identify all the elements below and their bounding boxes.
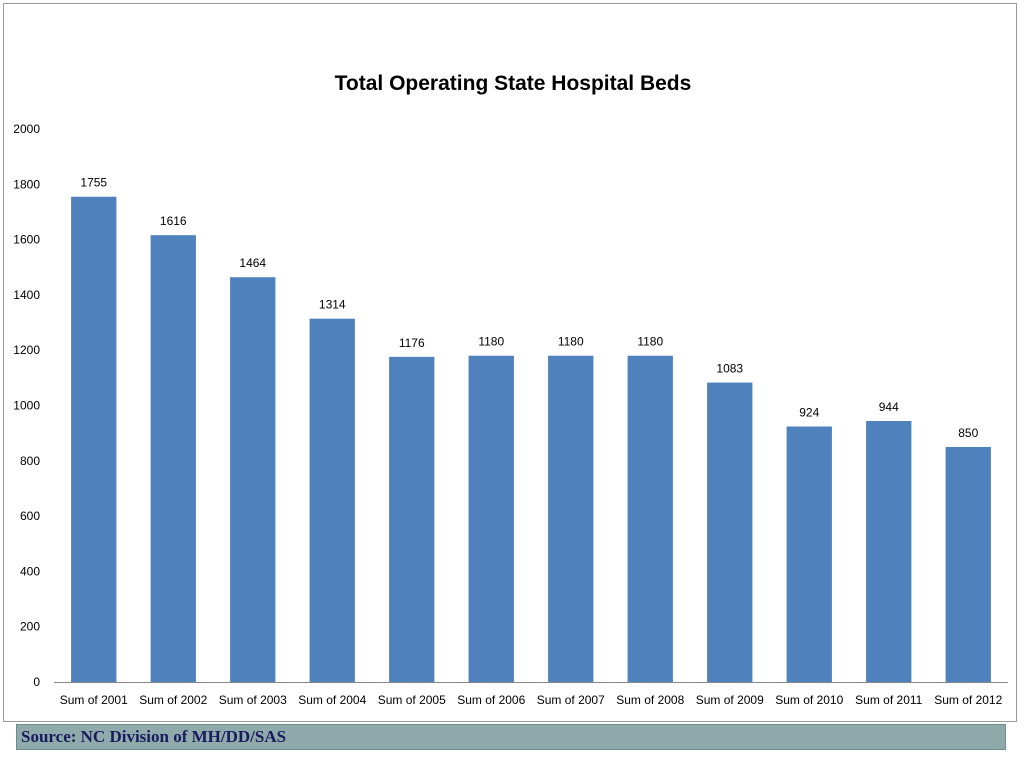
y-tick-label: 400	[20, 564, 40, 578]
bar	[309, 318, 355, 682]
bar	[468, 355, 514, 682]
y-tick-label: 1000	[13, 399, 40, 413]
source-note: Source: NC Division of MH/DD/SAS	[21, 727, 287, 746]
data-label: 1083	[716, 362, 743, 376]
bar	[786, 426, 832, 682]
bars	[71, 196, 991, 682]
data-label: 924	[799, 406, 819, 420]
data-label: 1755	[80, 176, 107, 190]
x-tick-label: Sum of 2007	[537, 693, 605, 707]
data-label: 1176	[399, 336, 425, 350]
data-label: 1464	[239, 256, 266, 270]
bar-chart: Total Operating State Hospital Beds 0 200…	[13, 72, 1008, 707]
chart-frame: Total Operating State Hospital Beds 0 200…	[3, 3, 1017, 722]
data-label: 850	[958, 426, 978, 440]
bar	[866, 420, 912, 682]
data-labels: 1755 1616 1464 1314 1176 1180 1180 1180 1083 924 9…	[80, 176, 978, 440]
y-tick-label: 1800	[13, 177, 40, 191]
y-tick-label: 600	[20, 509, 40, 523]
data-label: 1180	[478, 335, 504, 349]
y-tick-label: 1600	[13, 233, 40, 247]
x-tick-label: Sum of 2002	[139, 693, 207, 707]
y-tick-label: 800	[20, 454, 40, 468]
data-label: 1180	[637, 335, 663, 349]
x-tick-label: Sum of 2005	[378, 693, 446, 707]
y-tick-label: 0	[33, 675, 40, 689]
x-tick-label: Sum of 2004	[298, 693, 366, 707]
chart-title: Total Operating State Hospital Beds	[335, 72, 692, 95]
data-label: 1314	[319, 298, 346, 312]
x-tick-label: Sum of 2011	[855, 693, 922, 707]
data-label: 944	[879, 400, 899, 414]
bar	[71, 196, 117, 682]
x-tick-label: Sum of 2012	[934, 693, 1002, 707]
bar	[945, 446, 991, 682]
bar	[707, 382, 753, 682]
data-label: 1180	[558, 335, 584, 349]
y-axis-ticks: 0 200 400 600 800 1000 1200 1400 1600 1800 2000	[13, 122, 40, 689]
x-axis-labels: Sum of 2001 Sum of 2002 Sum of 2003 Sum of …	[60, 693, 1003, 707]
y-tick-label: 2000	[13, 122, 40, 136]
x-tick-label: Sum of 2010	[775, 693, 843, 707]
bar	[389, 356, 435, 682]
y-tick-label: 1200	[13, 343, 40, 357]
x-tick-label: Sum of 2003	[219, 693, 287, 707]
x-tick-label: Sum of 2008	[616, 693, 684, 707]
y-tick-label: 1400	[13, 288, 40, 302]
source-footer: Source: NC Division of MH/DD/SAS	[16, 724, 1006, 750]
x-tick-label: Sum of 2009	[696, 693, 764, 707]
bar	[150, 235, 196, 682]
bar	[230, 277, 276, 682]
bar	[548, 355, 594, 682]
x-tick-label: Sum of 2001	[60, 693, 128, 707]
y-tick-label: 200	[20, 620, 40, 634]
bar	[627, 355, 673, 682]
data-label: 1616	[160, 214, 187, 228]
x-tick-label: Sum of 2006	[457, 693, 525, 707]
